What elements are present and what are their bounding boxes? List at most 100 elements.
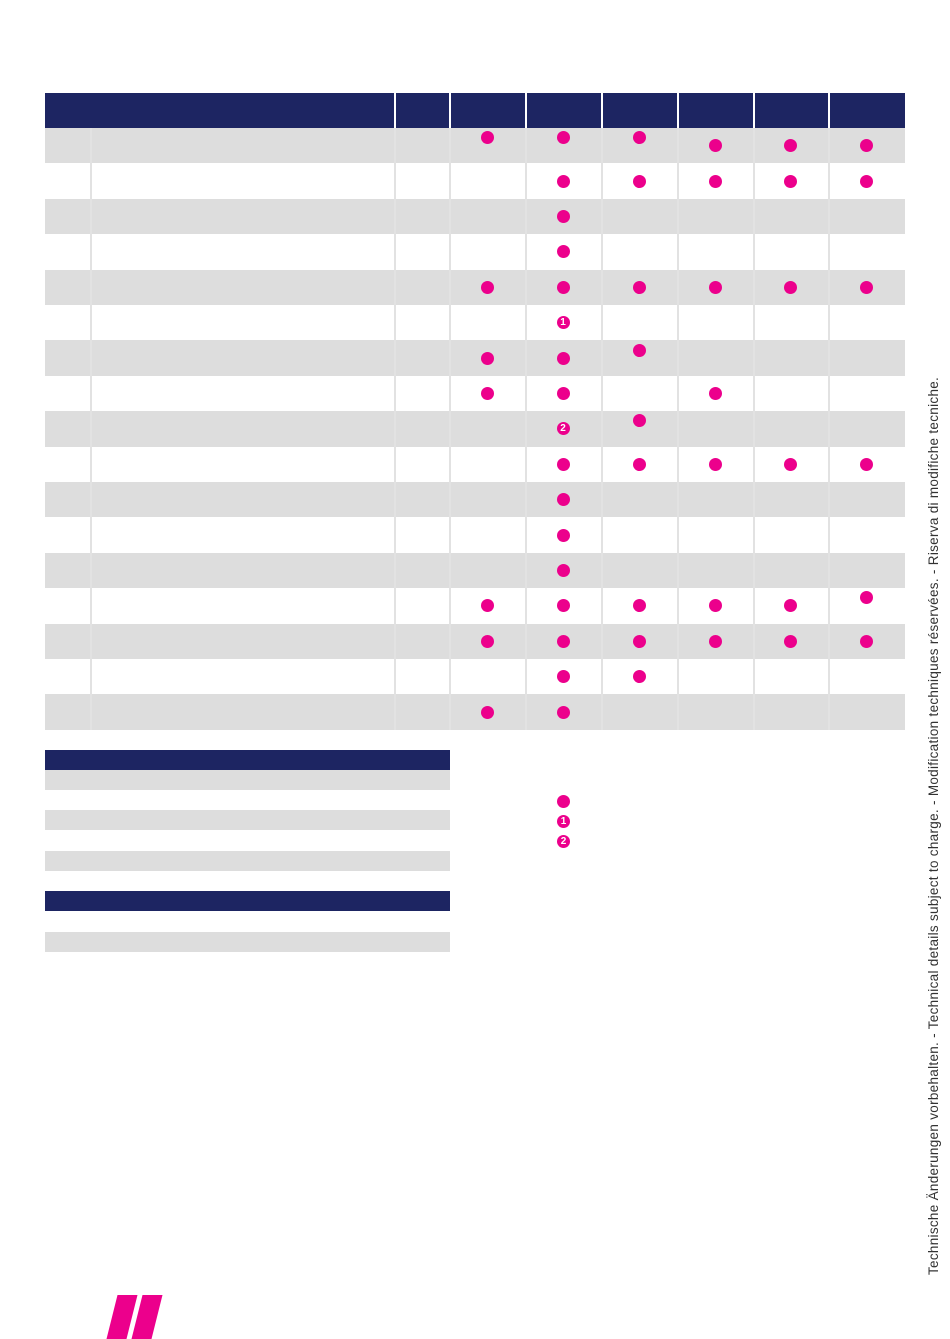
table-row bbox=[45, 659, 905, 695]
table-row bbox=[45, 128, 905, 164]
table-header bbox=[45, 93, 905, 128]
header-divider bbox=[525, 93, 527, 128]
dot-marker bbox=[784, 634, 797, 648]
subtable-header bbox=[45, 891, 450, 911]
dot-marker bbox=[708, 139, 722, 153]
legend-footnote-1: 1 bbox=[557, 815, 570, 828]
table-row bbox=[45, 163, 905, 199]
table-row bbox=[45, 588, 905, 624]
dot-marker bbox=[556, 528, 570, 542]
dot-marker bbox=[556, 131, 570, 145]
dot-marker bbox=[480, 634, 494, 648]
column-divider bbox=[394, 128, 396, 730]
dot-marker bbox=[632, 457, 646, 471]
column-divider bbox=[753, 128, 755, 730]
table-row bbox=[45, 623, 905, 659]
header-divider bbox=[394, 93, 396, 128]
table-row bbox=[45, 694, 905, 730]
dot-marker bbox=[556, 599, 570, 613]
legend-dot-icon bbox=[557, 795, 570, 808]
subtable-row bbox=[45, 851, 450, 871]
table-row bbox=[45, 552, 905, 589]
footnote-marker-2: 2 bbox=[556, 422, 570, 436]
dot-marker bbox=[784, 457, 797, 471]
dot-marker bbox=[860, 174, 873, 188]
table-row bbox=[45, 305, 905, 341]
dot-marker bbox=[784, 174, 797, 188]
dot-marker bbox=[632, 131, 646, 145]
footnote-marker-1: 1 bbox=[556, 316, 570, 330]
dot-marker bbox=[632, 634, 646, 648]
dot-marker bbox=[708, 599, 722, 613]
column-divider bbox=[90, 128, 92, 730]
dot-marker bbox=[632, 670, 646, 684]
dot-marker bbox=[708, 634, 722, 648]
column-divider bbox=[525, 128, 527, 730]
dot-marker bbox=[860, 139, 873, 153]
header-divider bbox=[828, 93, 830, 128]
dot-marker bbox=[708, 280, 722, 294]
subtable-header bbox=[45, 750, 450, 770]
dot-marker bbox=[784, 599, 797, 613]
disclaimer-text: Technische Änderungen vorbehalten. - Tec… bbox=[926, 376, 941, 1275]
subtable-row bbox=[45, 790, 450, 810]
column-divider bbox=[677, 128, 679, 730]
header-divider bbox=[601, 93, 603, 128]
dot-marker bbox=[556, 564, 570, 577]
dot-marker bbox=[708, 457, 722, 471]
dot-marker bbox=[556, 351, 570, 365]
column-divider bbox=[828, 128, 830, 730]
dot-marker bbox=[556, 705, 570, 719]
subtable-row bbox=[45, 911, 450, 931]
column-divider bbox=[601, 128, 603, 730]
dot-marker bbox=[556, 670, 570, 684]
legend-footnote-2: 2 bbox=[557, 835, 570, 848]
dot-marker bbox=[556, 634, 570, 648]
dot-marker bbox=[480, 131, 494, 145]
logo-bar bbox=[131, 1295, 163, 1339]
column-divider bbox=[449, 128, 451, 730]
dot-marker bbox=[556, 174, 570, 188]
subtable-row bbox=[45, 770, 450, 790]
table-row bbox=[45, 198, 905, 235]
dot-marker bbox=[632, 599, 646, 613]
dot-marker bbox=[480, 705, 494, 719]
dot-marker bbox=[480, 280, 494, 294]
dot-marker bbox=[480, 351, 494, 365]
dot-marker bbox=[632, 174, 646, 188]
table-row bbox=[45, 234, 905, 270]
subtable-row bbox=[45, 830, 450, 850]
dot-marker bbox=[556, 245, 570, 259]
subtable-row bbox=[45, 932, 450, 952]
dot-marker bbox=[556, 493, 570, 507]
dot-marker bbox=[556, 210, 570, 223]
dot-marker bbox=[860, 634, 873, 648]
table-row bbox=[45, 517, 905, 553]
dot-marker bbox=[860, 457, 873, 471]
table-row bbox=[45, 269, 905, 305]
table-row bbox=[45, 411, 905, 447]
dot-marker bbox=[860, 280, 873, 294]
table-row bbox=[45, 482, 905, 518]
dot-marker bbox=[632, 280, 646, 294]
header-divider bbox=[753, 93, 755, 128]
table-row bbox=[45, 340, 905, 376]
header-divider bbox=[449, 93, 451, 128]
dot-marker bbox=[632, 343, 646, 357]
dot-marker bbox=[708, 174, 722, 188]
dot-marker bbox=[784, 280, 797, 294]
dot-marker bbox=[480, 599, 494, 613]
dot-marker bbox=[480, 387, 494, 400]
dot-marker bbox=[556, 280, 570, 294]
subtable-row bbox=[45, 810, 450, 830]
dot-marker bbox=[708, 387, 722, 400]
dot-marker bbox=[784, 139, 797, 153]
dot-marker bbox=[556, 387, 570, 400]
dot-marker bbox=[632, 414, 646, 428]
header-divider bbox=[677, 93, 679, 128]
dot-marker bbox=[860, 591, 873, 605]
table-row bbox=[45, 446, 905, 482]
table-row bbox=[45, 375, 905, 412]
dot-marker bbox=[556, 457, 570, 471]
